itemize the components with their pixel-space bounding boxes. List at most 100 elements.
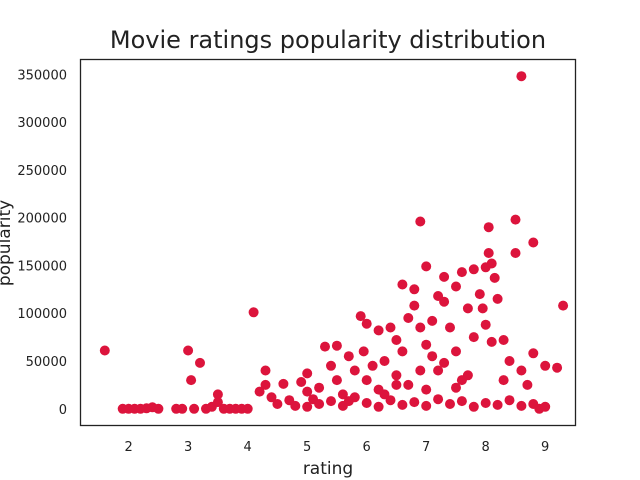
data-point xyxy=(337,389,348,400)
data-point xyxy=(540,360,551,371)
data-point xyxy=(379,389,390,400)
data-point xyxy=(516,71,527,82)
data-point xyxy=(343,396,354,407)
data-point xyxy=(326,360,336,371)
data-point xyxy=(379,356,390,366)
data-point xyxy=(266,392,277,403)
x-tick-label: 4 xyxy=(244,440,252,455)
data-point xyxy=(528,237,539,248)
y-axis-label: popularity xyxy=(0,200,15,286)
data-point xyxy=(486,336,497,347)
x-tick-label: 6 xyxy=(363,440,371,455)
data-point xyxy=(468,401,479,412)
data-point xyxy=(302,401,313,412)
data-point xyxy=(456,267,467,278)
data-point xyxy=(355,311,366,322)
y-tick-label: 100000 xyxy=(17,307,67,322)
data-point xyxy=(439,271,450,282)
data-point xyxy=(189,403,200,414)
y-tick-label: 0 xyxy=(59,403,67,418)
data-point xyxy=(260,365,271,376)
data-point xyxy=(468,264,479,275)
data-point xyxy=(212,397,223,408)
x-tick-labels: 2 3 4 5 6 7 8 9 xyxy=(124,440,549,455)
data-point xyxy=(403,313,414,323)
data-point xyxy=(483,222,494,233)
data-point xyxy=(516,365,527,376)
data-point xyxy=(427,315,438,326)
y-tick-label: 250000 xyxy=(17,164,67,179)
data-point xyxy=(331,340,342,351)
data-point xyxy=(510,214,521,225)
data-point xyxy=(474,289,485,300)
data-point xyxy=(468,332,479,343)
data-point xyxy=(314,382,325,393)
data-point xyxy=(451,346,461,357)
y-tick-label: 200000 xyxy=(17,212,67,227)
data-point xyxy=(343,351,354,362)
data-point xyxy=(361,398,372,408)
data-point xyxy=(397,399,408,410)
data-point xyxy=(415,216,426,227)
data-point xyxy=(358,346,369,357)
data-point xyxy=(462,303,473,314)
data-point xyxy=(456,396,467,407)
data-point xyxy=(391,379,402,390)
data-point xyxy=(516,400,527,411)
data-point xyxy=(177,403,188,414)
y-tick-label: 350000 xyxy=(17,68,67,83)
x-tick-label: 7 xyxy=(422,440,430,455)
data-point xyxy=(540,401,551,412)
data-point xyxy=(421,400,432,411)
data-point xyxy=(486,258,497,269)
data-point xyxy=(361,375,372,386)
y-tick-label: 150000 xyxy=(17,259,67,274)
data-point xyxy=(403,379,414,390)
data-point xyxy=(349,365,360,376)
data-point xyxy=(361,318,372,329)
data-point xyxy=(260,379,271,390)
data-point xyxy=(480,398,491,408)
data-point xyxy=(498,375,509,386)
data-point xyxy=(492,293,503,304)
x-axis-label: rating xyxy=(303,459,353,479)
data-point xyxy=(552,362,563,373)
plot-frame xyxy=(79,58,577,427)
data-point xyxy=(183,345,194,356)
data-point xyxy=(391,370,402,381)
data-point xyxy=(421,339,432,350)
data-point xyxy=(483,248,494,258)
data-point xyxy=(373,325,384,336)
data-point xyxy=(451,382,461,393)
data-point xyxy=(433,394,444,405)
data-point xyxy=(391,335,402,345)
data-point xyxy=(99,345,110,356)
data-point xyxy=(314,399,325,409)
data-point xyxy=(445,322,455,333)
data-point xyxy=(320,341,330,352)
data-point xyxy=(462,370,473,381)
data-point xyxy=(528,348,539,359)
data-point xyxy=(248,307,259,318)
data-point xyxy=(290,400,301,411)
data-point xyxy=(477,303,488,314)
x-tick-label: 5 xyxy=(303,440,311,455)
x-tick-label: 9 xyxy=(541,440,549,455)
data-point xyxy=(409,300,420,311)
data-point xyxy=(439,357,450,368)
y-tick-label: 300000 xyxy=(17,116,67,131)
data-point xyxy=(278,378,289,389)
data-point xyxy=(385,322,396,333)
data-point xyxy=(254,386,265,397)
data-point xyxy=(296,377,307,387)
data-point xyxy=(397,279,408,290)
data-point xyxy=(433,365,444,376)
x-tick-label: 3 xyxy=(184,440,192,455)
data-point xyxy=(445,399,455,409)
data-point xyxy=(186,375,197,386)
data-point xyxy=(302,368,313,379)
data-point xyxy=(326,396,336,407)
data-point xyxy=(421,384,432,395)
data-point xyxy=(409,397,420,408)
